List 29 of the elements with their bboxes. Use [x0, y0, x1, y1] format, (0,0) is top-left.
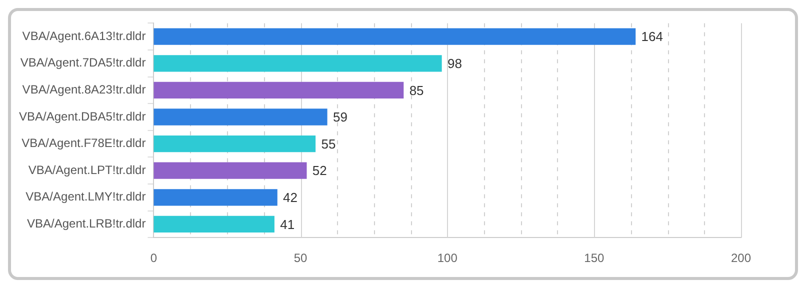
- y-tick-label: VBA/Agent.LRB!tr.dldr: [27, 216, 146, 231]
- data-label: 52: [312, 163, 327, 178]
- bar: [154, 162, 307, 179]
- y-tick-label: VBA/Agent.7DA5!tr.dldr: [20, 56, 146, 70]
- y-tick-label: VBA/Agent.LPT!tr.dldr: [28, 162, 146, 177]
- y-tick-label: VBA/Agent.6A13!tr.dldr: [22, 28, 146, 43]
- y-tick-label: VBA/Agent.F78E!tr.dldr: [22, 136, 146, 150]
- bar: [154, 189, 278, 206]
- data-label: 85: [409, 82, 424, 98]
- data-label: 59: [332, 110, 348, 125]
- y-tick-label: VBA/Agent.8A23!tr.dldr: [22, 82, 146, 97]
- data-label: 42: [283, 190, 298, 205]
- x-tick-label: 150: [584, 251, 605, 266]
- y-tick-label: VBA/Agent.DBA5!tr.dldr: [19, 109, 146, 124]
- bar: [154, 28, 636, 45]
- bar: [154, 135, 316, 152]
- x-tick-label: 200: [730, 251, 752, 266]
- bar: [154, 82, 404, 99]
- bar: [154, 55, 442, 72]
- x-tick-label: 100: [437, 251, 458, 266]
- data-label: 98: [447, 56, 462, 71]
- y-tick-label: VBA/Agent.LMY!tr.dldr: [26, 190, 146, 204]
- data-label: 164: [641, 29, 663, 44]
- data-label: 41: [280, 216, 295, 232]
- data-label: 55: [321, 136, 336, 152]
- bar: [154, 216, 274, 233]
- bar: [154, 108, 328, 126]
- x-tick-label: 50: [294, 251, 308, 266]
- x-tick-label: 0: [150, 251, 158, 266]
